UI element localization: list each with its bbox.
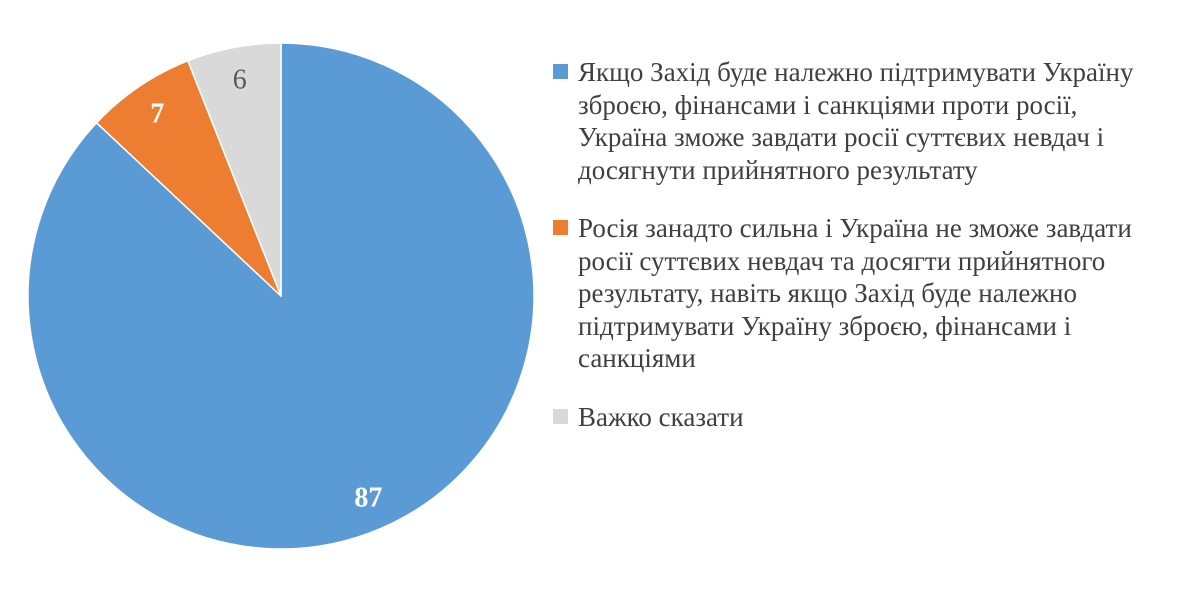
pie-data-label: 6: [233, 64, 247, 95]
legend-item: Якщо Захід буде належно підтримувати Укр…: [553, 56, 1173, 186]
legend-label: Якщо Захід буде належно підтримувати Укр…: [578, 57, 1134, 185]
pie-data-labels: 87 7 6: [150, 64, 382, 513]
legend-swatch: [553, 408, 568, 424]
legend-label: Росія занадто сильна і Україна не зможе …: [578, 213, 1132, 373]
pie-slice: [95, 60, 282, 297]
legend-swatch: [553, 220, 568, 235]
legend-swatch: [553, 64, 568, 79]
pie-data-label: 7: [150, 99, 164, 130]
pie-slice: [187, 42, 282, 297]
pie-slices: [27, 42, 535, 550]
chart-legend: Якщо Захід буде належно підтримувати Укр…: [553, 56, 1173, 433]
legend-item: Важко сказати: [553, 401, 1173, 434]
pie-data-label: 87: [354, 483, 382, 514]
legend-item: Росія занадто сильна і Україна не зможе …: [553, 212, 1173, 375]
legend-label: Важко сказати: [578, 401, 744, 432]
